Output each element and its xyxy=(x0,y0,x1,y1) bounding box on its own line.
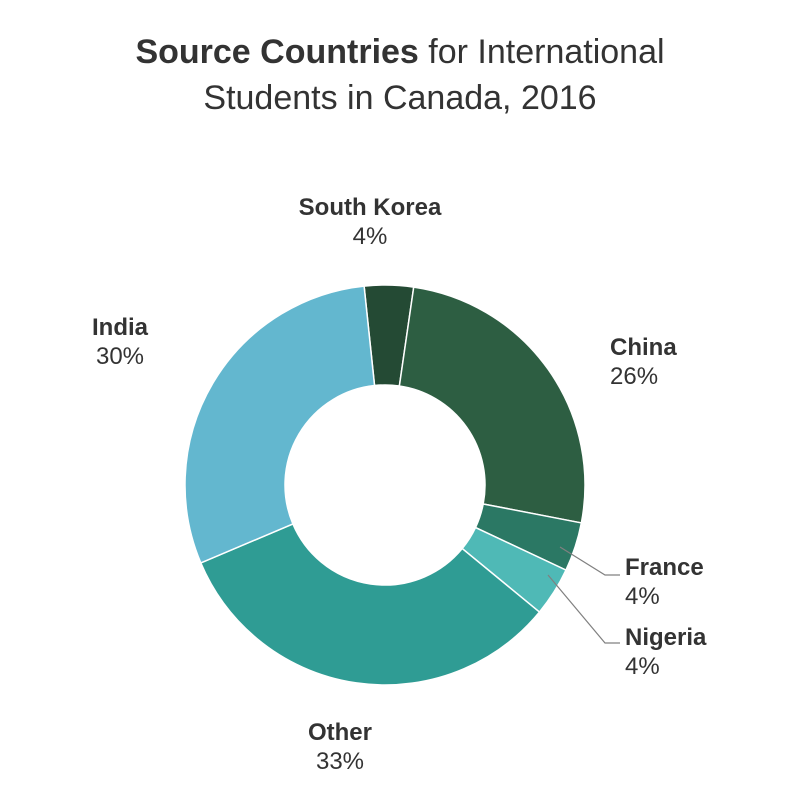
segment-label-india: India30% xyxy=(92,314,149,370)
segment-label-france: France4% xyxy=(625,554,704,610)
segment-label-nigeria: Nigeria4% xyxy=(625,624,707,680)
donut-segment-china xyxy=(399,287,585,523)
chart-title: Source Countries for InternationalStuden… xyxy=(0,0,800,122)
donut-chart: South Korea4% China26% France4% Nigeria4% Ot… xyxy=(0,155,800,800)
segment-label-other: Other33% xyxy=(308,719,372,775)
segment-label-south-korea: South Korea4% xyxy=(299,194,442,250)
segment-label-china: China26% xyxy=(610,334,677,390)
donut-segment-india xyxy=(185,286,375,563)
